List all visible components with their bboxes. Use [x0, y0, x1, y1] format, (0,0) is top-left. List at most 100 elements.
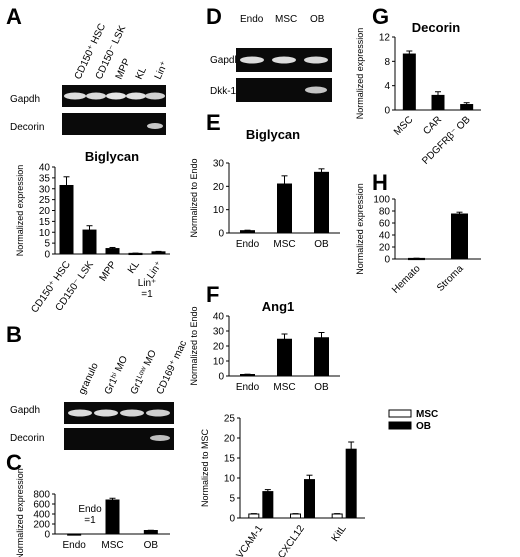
h-category-label: Hemato	[390, 263, 423, 296]
gel-b-row-decorin: Decorin	[10, 433, 44, 444]
a-biglycan-y-tick-label: 30	[39, 184, 51, 195]
f-msc-ob-category-label: CXCL12	[276, 523, 307, 557]
gel-a-col-label: KL	[134, 65, 149, 81]
c-annotation-line2: =1	[84, 515, 96, 526]
f-ang1-y-tick-label: 30	[213, 327, 225, 338]
f-ang1-category-label: OB	[314, 382, 329, 393]
e-bar	[277, 183, 292, 234]
a-biglycan-bar	[105, 248, 120, 255]
f-ang1-y-tick-label: 40	[213, 312, 225, 323]
gel-d-col-label: OB	[310, 14, 325, 25]
a-biglycan-y-tick-label: 15	[39, 217, 51, 228]
a-biglycan-chart-title: Biglycan	[85, 149, 139, 164]
g-category-label: CAR	[421, 114, 444, 137]
a-biglycan-y-tick-label: 20	[39, 206, 51, 217]
h-category-label: Stroma	[435, 263, 466, 294]
c-y-tick-label: 200	[33, 520, 50, 531]
e-category-label: OB	[314, 239, 329, 250]
gel-d-col-label: MSC	[275, 14, 297, 25]
f-ang1-y-tick-label: 10	[213, 357, 225, 368]
gel-a-row-decorin: Decorin	[10, 122, 44, 133]
f-msc-ob-y-tick-label: 15	[224, 454, 236, 465]
f-msc-ob-y-tick-label: 25	[224, 414, 236, 425]
f-ang1-bar	[240, 374, 255, 377]
gel-band	[68, 409, 92, 417]
gel-band	[150, 435, 170, 441]
g-y-tick-label: 12	[379, 33, 391, 44]
f-ang1-category-label: MSC	[273, 382, 295, 393]
c-y-tick-label: 400	[33, 510, 50, 521]
panel-letter-e: E	[206, 110, 221, 135]
f-msc-ob-bar-msc	[248, 513, 260, 519]
e-y-axis-label: Normalized to Endo	[189, 158, 199, 237]
gel-band	[272, 56, 296, 64]
e-bar	[314, 171, 329, 234]
h-y-tick-label: 100	[373, 195, 390, 206]
e-y-tick-label: 10	[213, 205, 225, 216]
a-biglycan-y-axis-label: Normalized expression	[15, 165, 25, 257]
a-biglycan-y-tick-label: 10	[39, 228, 51, 239]
gel-band	[145, 92, 165, 100]
f-ang1-bar	[277, 338, 292, 377]
g-bar	[460, 104, 474, 111]
gel-d-row-gapdh: Gapdh	[210, 55, 240, 66]
f-msc-ob-y-tick-label: 10	[224, 474, 236, 485]
a-biglycan-bar	[59, 184, 74, 255]
gel-band	[86, 92, 106, 100]
f-ang1-chart-title: Ang1	[262, 299, 295, 314]
legend: MSC OB	[388, 409, 438, 432]
legend-swatch-ob	[388, 421, 412, 430]
legend-swatch-msc	[388, 409, 412, 418]
gel-a-decorin-strip	[62, 113, 166, 135]
e-y-tick-label: 0	[218, 229, 224, 240]
g-y-tick-label: 0	[384, 106, 390, 117]
c-bar	[143, 530, 158, 535]
e-y-tick-label: 30	[213, 159, 225, 170]
g-y-tick-label: 8	[384, 57, 390, 68]
gel-b-col-label: Gr1ʰⁱ MO	[103, 354, 130, 396]
c-bar	[67, 533, 82, 536]
c-bar	[105, 499, 120, 535]
f-ang1-category-label: Endo	[236, 382, 260, 393]
gel-b-col-label: Gr1ᴸᵒʷ MO	[129, 348, 159, 396]
panel-letter-c: C	[6, 450, 22, 475]
h-y-tick-label: 60	[379, 219, 391, 230]
f-msc-ob-y-tick-label: 5	[229, 494, 235, 505]
f-ang1-y-tick-label: 20	[213, 342, 225, 353]
gel-band	[304, 56, 328, 64]
f-msc-ob-category-label: KitL	[330, 523, 349, 544]
c-y-tick-label: 800	[33, 490, 50, 501]
a-biglycan-category-label: KL	[126, 259, 142, 276]
g-bar	[431, 94, 445, 111]
gel-b-col-label: CD169⁺ mac	[155, 339, 190, 396]
gel-a: Gapdh Decorin CD150⁺ HSC CD150⁻ LSK MPP …	[10, 22, 171, 135]
a-biglycan-y-tick-label: 35	[39, 173, 51, 184]
gel-d-col-label: Endo	[240, 14, 264, 25]
c-category-label: MSC	[101, 540, 123, 551]
g-y-tick-label: 4	[384, 81, 390, 92]
gel-d: Endo MSC OB Gapdh Dkk-1	[210, 14, 332, 102]
gel-d-row-dkk1: Dkk-1	[210, 86, 237, 97]
legend-label-ob: OB	[416, 421, 431, 432]
gel-a-col-label: MPP	[114, 57, 133, 82]
h-y-tick-label: 20	[379, 243, 391, 254]
h-y-tick-label: 40	[379, 231, 391, 242]
h-bar	[451, 213, 468, 260]
a-biglycan-bar	[151, 251, 166, 255]
h-y-tick-label: 0	[384, 255, 390, 266]
gel-band	[146, 409, 170, 417]
panel-letter-f: F	[206, 282, 219, 307]
h-y-tick-label: 80	[379, 207, 391, 218]
a-biglycan-y-tick-label: 40	[39, 163, 51, 174]
c-category-label: OB	[144, 540, 159, 551]
gel-band	[305, 86, 327, 94]
gel-b: Gapdh Decorin granulo Gr1ʰⁱ MO Gr1ᴸᵒʷ MO…	[10, 339, 189, 450]
g-category-label: MSC	[392, 114, 416, 138]
e-category-label: Endo	[236, 239, 260, 250]
f-ang1-y-tick-label: 0	[218, 372, 224, 383]
a-biglycan-annotation-line1: Lin⁺	[138, 278, 157, 289]
gel-a-col-label: Lin⁺	[153, 60, 171, 82]
f-msc-ob-bar-msc	[290, 513, 301, 519]
f-msc-ob-y-tick-label: 0	[229, 514, 235, 525]
